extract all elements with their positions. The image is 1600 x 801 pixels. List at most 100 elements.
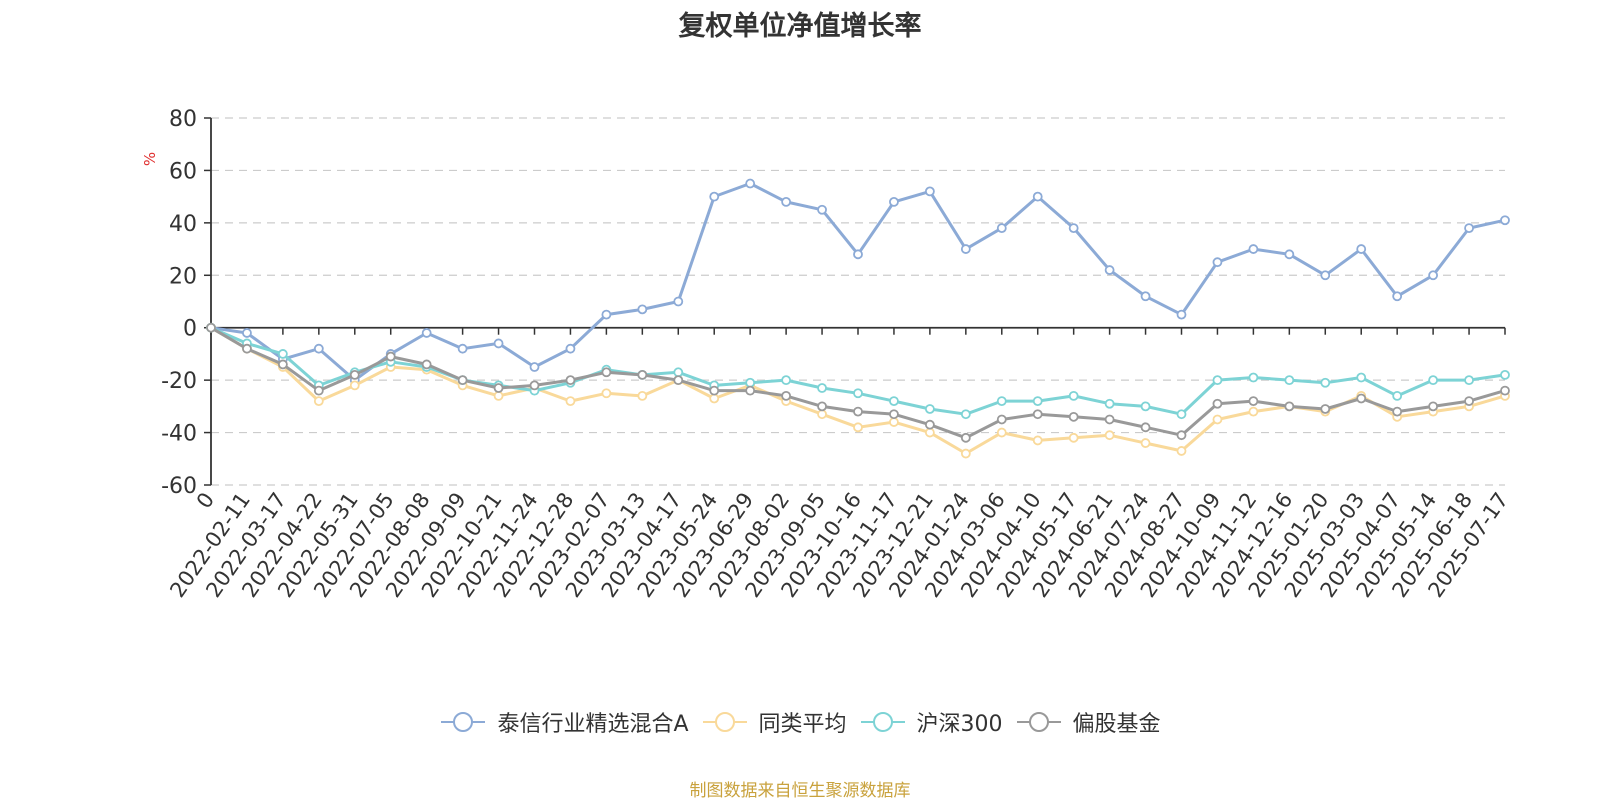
data-point	[817, 401, 827, 412]
data-point	[924, 186, 935, 197]
data-point	[1068, 432, 1079, 443]
data-point	[996, 396, 1007, 407]
data-point	[1464, 223, 1474, 234]
legend-item-csi300[interactable]: 沪深300	[859, 706, 1003, 738]
data-point	[1176, 309, 1187, 320]
data-point	[853, 249, 863, 260]
y-tick-label: -40	[161, 422, 197, 447]
data-point	[889, 396, 899, 407]
data-point	[1068, 411, 1079, 422]
data-point	[565, 343, 576, 354]
data-point	[1248, 396, 1259, 407]
data-point	[960, 448, 971, 459]
data-point	[1248, 406, 1259, 417]
data-point	[673, 296, 684, 307]
data-point	[1428, 270, 1439, 281]
data-point	[817, 383, 827, 393]
data-point	[1320, 404, 1331, 414]
data-point	[565, 396, 576, 407]
data-point	[1140, 401, 1151, 412]
legend-marker-peer-average	[702, 712, 747, 732]
data-point	[1464, 375, 1474, 386]
data-point	[385, 351, 396, 362]
data-point	[242, 328, 252, 338]
data-point	[709, 393, 720, 404]
data-point	[1392, 406, 1403, 417]
y-tick-label: 80	[169, 107, 197, 132]
data-point	[637, 369, 648, 380]
data-point	[1140, 438, 1151, 448]
legend-item-peer-average[interactable]: 同类平均	[701, 706, 847, 738]
data-point	[1140, 422, 1151, 433]
legend-item-equity-fund[interactable]: 偏股基金	[1015, 706, 1161, 738]
legend-item-fund[interactable]: 泰信行业精选混合A	[439, 706, 689, 738]
y-tick-label: 20	[169, 264, 197, 289]
data-point	[817, 204, 827, 215]
data-point	[1032, 396, 1043, 407]
data-point	[206, 322, 216, 333]
series-3	[206, 322, 1510, 443]
data-point	[1212, 257, 1223, 268]
data-point	[960, 244, 971, 254]
legend-marker-fund	[441, 712, 486, 732]
data-point	[924, 419, 935, 430]
legend-label-equity-fund: 偏股基金	[1072, 712, 1161, 737]
data-point	[349, 369, 360, 380]
data-point	[277, 349, 288, 359]
line-chart: 806040200-20-40-60%02022-02-112022-03-17…	[141, 107, 1513, 602]
data-point	[313, 343, 324, 354]
data-point	[457, 375, 468, 386]
data-point	[1176, 446, 1187, 456]
data-point	[1176, 430, 1187, 441]
data-point	[277, 359, 288, 370]
data-point	[924, 427, 935, 438]
legend-label-peer-average: 同类平均	[758, 712, 847, 737]
data-point	[673, 367, 684, 378]
data-point	[1500, 369, 1510, 380]
data-point	[709, 191, 720, 202]
y-tick-label: 40	[169, 212, 197, 237]
data-point	[313, 396, 324, 407]
data-point	[781, 196, 792, 207]
data-point	[817, 409, 827, 420]
data-point	[996, 223, 1007, 234]
data-point	[1068, 390, 1079, 401]
data-point	[565, 375, 576, 386]
data-point	[1356, 393, 1367, 404]
legend-label-csi300: 沪深300	[916, 712, 1003, 737]
data-point	[1212, 414, 1223, 425]
data-point	[853, 422, 863, 433]
data-point	[1212, 398, 1223, 409]
data-point	[1104, 398, 1115, 409]
data-point	[889, 196, 899, 207]
data-point	[1356, 244, 1367, 254]
data-point	[889, 417, 899, 427]
legend-marker-csi300	[860, 712, 905, 732]
data-point	[1032, 409, 1043, 420]
legend: 泰信行业精选混合A 同类平均 沪深300 偏股基金	[0, 706, 1600, 738]
data-point	[1320, 377, 1331, 388]
data-point	[1392, 390, 1403, 401]
data-point	[529, 362, 540, 372]
data-point	[601, 309, 612, 320]
data-point	[1032, 191, 1043, 202]
axes	[204, 117, 1506, 486]
data-point	[1248, 244, 1259, 254]
source-note: 制图数据来自恒生聚源数据库	[689, 781, 911, 801]
data-point	[673, 375, 684, 386]
y-tick-label: -20	[161, 369, 197, 394]
legend-marker-equity-fund	[1016, 712, 1061, 732]
data-point	[493, 383, 504, 393]
data-point	[1284, 249, 1295, 260]
data-point	[1104, 265, 1115, 275]
data-point	[709, 385, 720, 396]
data-point	[745, 377, 756, 388]
series-line	[209, 326, 1507, 416]
data-point	[242, 343, 252, 354]
data-point	[1500, 385, 1510, 396]
y-tick-label: 0	[183, 317, 197, 342]
data-point	[1284, 375, 1295, 386]
data-point	[1428, 401, 1439, 412]
chart-title: 复权单位净值增长率	[678, 11, 922, 42]
data-point	[1392, 291, 1403, 302]
